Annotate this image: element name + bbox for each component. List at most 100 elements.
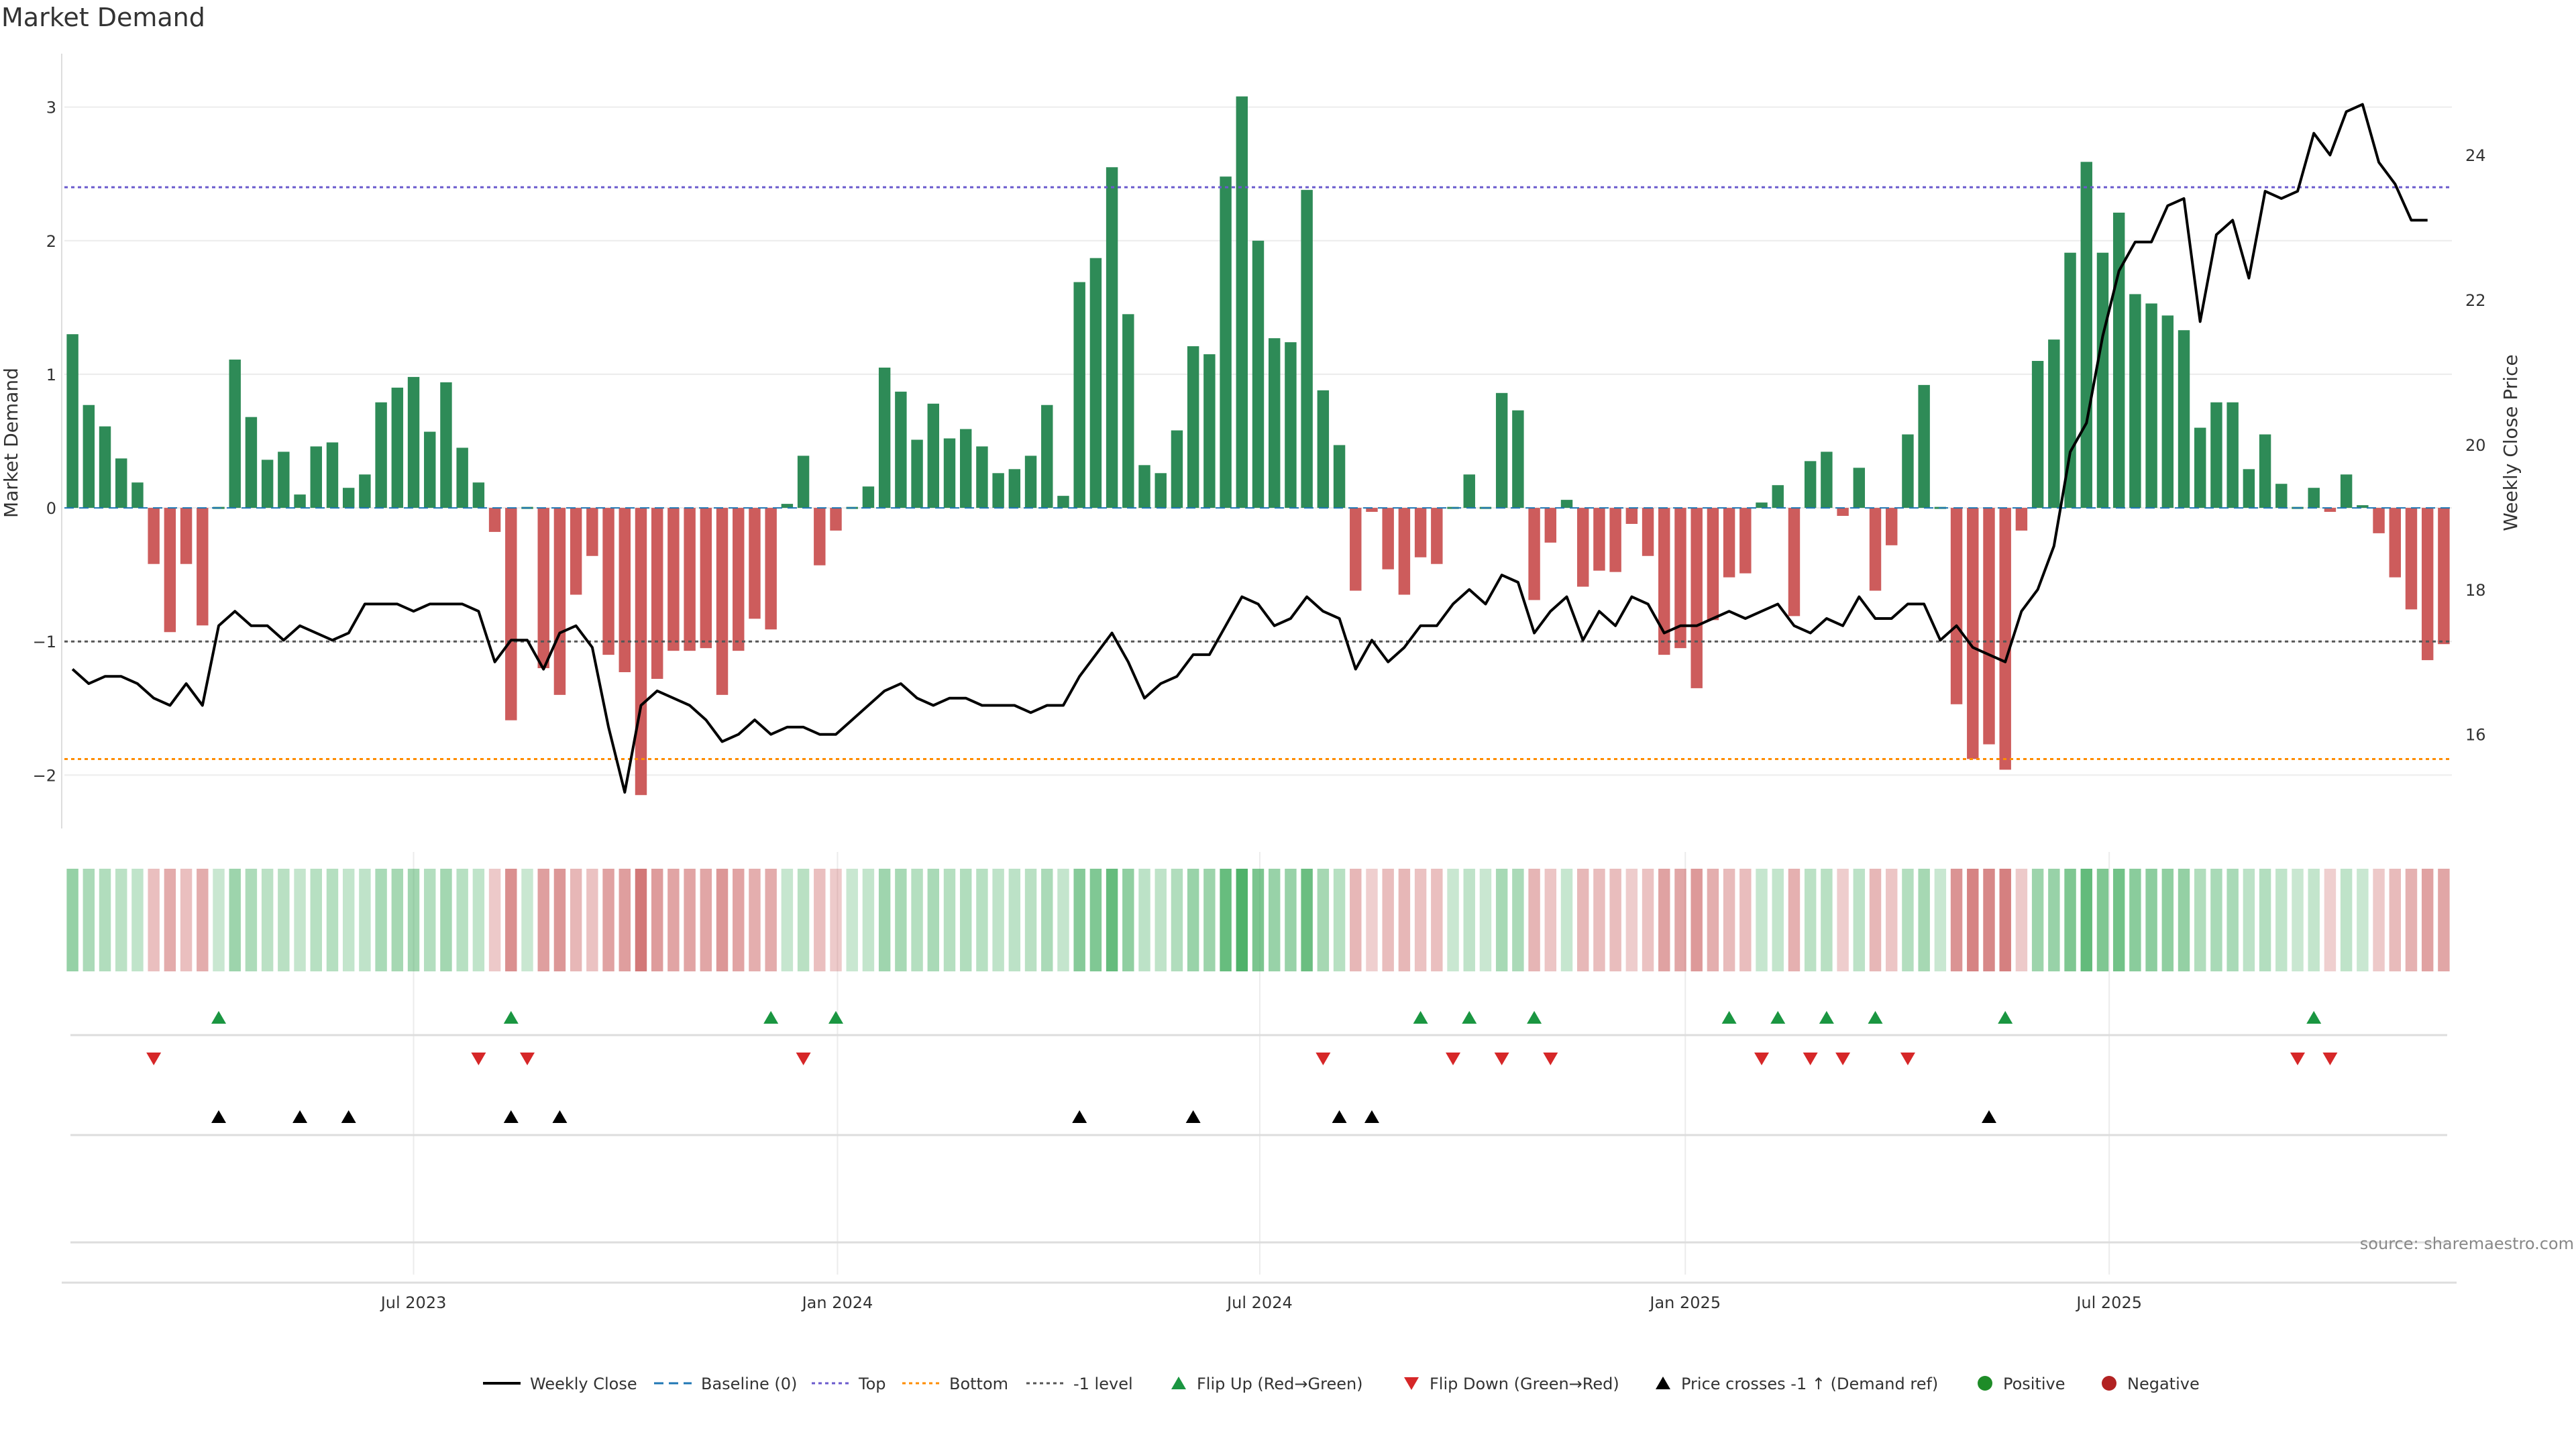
demand-bar [1837, 508, 1849, 517]
demand-bar [1317, 390, 1330, 508]
heatmap-cell [1658, 869, 1670, 971]
heatmap-cell [1252, 869, 1265, 971]
demand-bar [164, 508, 176, 633]
heatmap-cell [1317, 869, 1330, 971]
demand-bar [115, 458, 127, 508]
flip-up-marker [1462, 1011, 1477, 1024]
y2-tick-label: 22 [2465, 291, 2486, 310]
demand-bar [1528, 508, 1540, 600]
demand-bar [456, 447, 468, 508]
demand-bar [2194, 427, 2206, 508]
demand-bar [1560, 500, 1573, 508]
demand-bar [1690, 508, 1703, 688]
demand-bar [310, 446, 322, 508]
x-tick-label: Jul 2023 [380, 1293, 447, 1312]
legend-swatch [2102, 1376, 2116, 1391]
heatmap-cell [1967, 869, 1979, 971]
flip-up-marker [1527, 1011, 1542, 1024]
legend-item: Negative [2102, 1375, 2200, 1393]
demand-bar [1609, 508, 1621, 572]
demand-bar [197, 508, 209, 626]
heatmap-cell [992, 869, 1004, 971]
flip-up-marker [1721, 1011, 1737, 1024]
heatmap-cell [2210, 869, 2222, 971]
demand-bar [959, 429, 972, 508]
heatmap-cell [878, 869, 891, 971]
demand-bar [391, 387, 404, 508]
demand-bar [1788, 508, 1801, 616]
flip-up-marker [1770, 1011, 1786, 1024]
heatmap-cell [2373, 869, 2385, 971]
heatmap-cell [1301, 869, 1313, 971]
legend-swatch [1404, 1377, 1419, 1390]
heatmap-cell [278, 869, 290, 971]
demand-bar [1577, 508, 1589, 587]
demand-bar [2031, 361, 2044, 508]
flip-down-marker [1543, 1053, 1558, 1065]
heatmap-cell [261, 869, 274, 971]
demand-bar [2226, 402, 2239, 508]
demand-bar [245, 417, 258, 508]
demand-bar [943, 438, 956, 508]
demand-bar [261, 460, 274, 508]
heatmap-cell [733, 869, 745, 971]
demand-bar [619, 508, 631, 673]
demand-bar [830, 508, 842, 531]
heatmap-cell [2259, 869, 2271, 971]
heatmap-cell [1821, 869, 1833, 971]
demand-bar [375, 402, 387, 508]
demand-bar [895, 391, 907, 508]
demand-bar [1414, 508, 1427, 557]
y-tick-label: −2 [33, 766, 56, 785]
heatmap-cell [1008, 869, 1021, 971]
heatmap-cell [294, 869, 306, 971]
demand-bar [1203, 354, 1216, 508]
demand-bar [1642, 508, 1654, 556]
demand-bar [2178, 330, 2190, 508]
demand-bar [1236, 96, 1248, 508]
demand-bar [1950, 508, 1963, 704]
demand-bar [911, 439, 923, 508]
heatmap-cell [1560, 869, 1573, 971]
y2-tick-label: 18 [2465, 581, 2486, 600]
demand-bar [229, 360, 241, 508]
heatmap-cell [488, 869, 501, 971]
heatmap-cell [586, 869, 598, 971]
y2-axis-title: Weekly Close Price [2500, 354, 2522, 531]
heatmap-cell [1155, 869, 1167, 971]
heatmap-cell [2389, 869, 2401, 971]
demand-bar [1333, 445, 1346, 508]
legend-label: Negative [2127, 1375, 2200, 1393]
price-cross-marker [1332, 1110, 1347, 1123]
heatmap-cell [1788, 869, 1801, 971]
heatmap-cell [2226, 869, 2239, 971]
x-tick-label: Jul 2024 [1226, 1293, 1293, 1312]
heatmap-cell [1544, 869, 1557, 971]
demand-bar [1041, 405, 1053, 508]
heatmap-cell [1934, 869, 1947, 971]
y-tick-label: 0 [46, 499, 56, 518]
demand-bar [992, 473, 1004, 508]
heatmap-cell [1625, 869, 1638, 971]
legend-item: Top [812, 1375, 886, 1393]
demand-bar [749, 508, 761, 619]
heatmap-cell [1268, 869, 1281, 971]
demand-bar [1918, 384, 1930, 508]
heatmap-cell [1106, 869, 1118, 971]
demand-bar [2048, 339, 2060, 508]
demand-bar [2421, 508, 2434, 661]
demand-bar [1382, 508, 1394, 570]
heatmap-cell [1447, 869, 1459, 971]
heatmap-cell [1495, 869, 1508, 971]
heatmap-cell [846, 869, 858, 971]
heatmap-cell [164, 869, 176, 971]
demand-bar [180, 508, 193, 564]
demand-bar [1285, 342, 1297, 508]
heatmap-cell [359, 869, 371, 971]
heatmap-cell [1382, 869, 1394, 971]
demand-bar [602, 508, 614, 655]
heatmap-cell [1512, 869, 1524, 971]
heatmap-cell [115, 869, 127, 971]
heatmap-cell [1431, 869, 1443, 971]
